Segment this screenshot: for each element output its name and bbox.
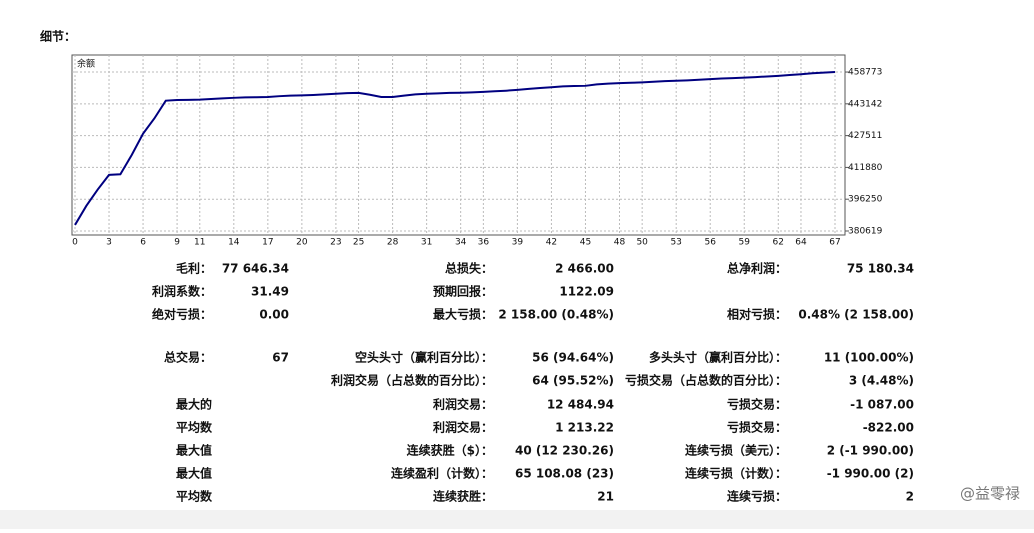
stat-value: -822.00 bbox=[863, 421, 914, 435]
stat-value: 0.48% (2 158.00) bbox=[798, 308, 914, 322]
stat-value: 56 (94.64%) bbox=[532, 351, 614, 365]
x-tick-label: 3 bbox=[106, 238, 112, 248]
stat-value: 31.49 bbox=[251, 285, 289, 299]
stat-label: 连续盈利（计数）： bbox=[391, 466, 493, 481]
x-tick-label: 42 bbox=[546, 238, 557, 248]
x-tick-label: 67 bbox=[829, 238, 840, 248]
stat-label: 绝对亏损： bbox=[152, 307, 212, 322]
x-tick-label: 23 bbox=[330, 238, 341, 248]
x-tick-label: 25 bbox=[353, 238, 364, 248]
x-tick-label: 50 bbox=[636, 238, 648, 248]
chart-title: 余额 bbox=[77, 58, 95, 70]
stat-label: 毛利： bbox=[176, 261, 212, 276]
x-tick-label: 0 bbox=[72, 238, 78, 248]
stat-value: 1 213.22 bbox=[555, 421, 614, 435]
x-tick-label: 34 bbox=[455, 238, 467, 248]
x-tick-label: 62 bbox=[773, 238, 784, 248]
stat-label: 亏损交易： bbox=[727, 397, 787, 412]
stat-value: 2 (-1 990.00) bbox=[827, 444, 914, 458]
x-tick-label: 56 bbox=[704, 238, 716, 248]
balance-line bbox=[74, 71, 836, 226]
stat-value: 1122.09 bbox=[559, 285, 614, 299]
stat-value: 75 180.34 bbox=[847, 262, 914, 276]
stat-label: 连续获胜（$）： bbox=[407, 443, 493, 458]
stat-label: 亏损交易： bbox=[727, 420, 787, 435]
x-tick-label: 64 bbox=[795, 238, 807, 248]
stat-label: 多头头寸（赢利百分比）： bbox=[649, 350, 787, 365]
stat-value: 40 (12 230.26) bbox=[515, 444, 614, 458]
stat-label: 最大值 bbox=[176, 443, 212, 458]
stat-value: 67 bbox=[272, 351, 289, 365]
x-tick-label: 45 bbox=[580, 238, 591, 248]
footer-band bbox=[0, 510, 1034, 529]
stat-label: 总损失： bbox=[445, 261, 493, 276]
stat-value: -1 087.00 bbox=[850, 398, 914, 412]
stat-value: 2 158.00 (0.48%) bbox=[498, 308, 614, 322]
y-tick-label: 396250 bbox=[848, 195, 883, 205]
y-tick-label: 443142 bbox=[848, 99, 882, 109]
x-tick-label: 11 bbox=[194, 238, 205, 248]
stat-value: 0.00 bbox=[259, 308, 289, 322]
y-tick-label: 427511 bbox=[848, 131, 882, 141]
stat-label: 连续获胜： bbox=[433, 489, 493, 504]
x-tick-label: 6 bbox=[140, 238, 146, 248]
chart-frame bbox=[71, 54, 846, 236]
x-tick-label: 39 bbox=[512, 238, 524, 248]
x-tick-label: 53 bbox=[670, 238, 681, 248]
stat-label: 连续亏损： bbox=[727, 489, 787, 504]
stat-value: 64 (95.52%) bbox=[532, 374, 614, 388]
stat-value: 21 bbox=[597, 490, 614, 504]
stat-label: 利润交易： bbox=[433, 420, 493, 435]
stat-value: 77 646.34 bbox=[222, 262, 289, 276]
y-tick-label: 458773 bbox=[848, 68, 882, 78]
stat-label: 相对亏损： bbox=[727, 307, 787, 322]
stat-value: 2 466.00 bbox=[555, 262, 614, 276]
stat-value: 3 (4.48%) bbox=[849, 374, 914, 388]
stat-label: 总净利润： bbox=[727, 261, 787, 276]
stat-label: 利润交易： bbox=[433, 397, 493, 412]
stat-label: 利润交易（占总数的百分比）： bbox=[331, 373, 493, 388]
stat-label: 预期回报： bbox=[433, 284, 493, 299]
x-tick-label: 28 bbox=[387, 238, 399, 248]
stat-value: 12 484.94 bbox=[547, 398, 614, 412]
y-tick-label: 380619 bbox=[848, 226, 883, 236]
x-tick-label: 36 bbox=[478, 238, 490, 248]
stat-value: -1 990.00 (2) bbox=[827, 467, 914, 481]
x-tick-label: 31 bbox=[421, 238, 432, 248]
stat-label: 连续亏损（美元）： bbox=[685, 443, 787, 458]
stat-label: 总交易： bbox=[164, 350, 212, 365]
stat-label: 最大值 bbox=[176, 466, 212, 481]
section-title: 细节： bbox=[40, 29, 76, 44]
stat-value: 65 108.08 (23) bbox=[515, 467, 614, 481]
stat-value: 11 (100.00%) bbox=[824, 351, 914, 365]
x-tick-label: 14 bbox=[228, 238, 240, 248]
stat-label: 空头头寸（赢利百分比）： bbox=[355, 350, 493, 365]
stat-label: 连续亏损（计数）： bbox=[685, 466, 787, 481]
stat-label: 亏损交易（占总数的百分比）： bbox=[625, 373, 787, 388]
x-tick-label: 59 bbox=[739, 238, 751, 248]
y-tick-label: 411880 bbox=[848, 163, 883, 173]
stat-label: 最大亏损： bbox=[433, 307, 493, 322]
stat-value: 2 bbox=[906, 490, 914, 504]
x-tick-label: 17 bbox=[262, 238, 273, 248]
x-tick-label: 20 bbox=[296, 238, 308, 248]
stat-label: 平均数 bbox=[176, 489, 213, 504]
watermark: @益零禄 bbox=[960, 485, 1020, 503]
stat-label: 利润系数： bbox=[152, 284, 212, 299]
stat-label: 最大的 bbox=[176, 397, 212, 412]
x-tick-label: 9 bbox=[174, 238, 180, 248]
stat-label: 平均数 bbox=[176, 420, 213, 435]
x-tick-label: 48 bbox=[614, 238, 626, 248]
